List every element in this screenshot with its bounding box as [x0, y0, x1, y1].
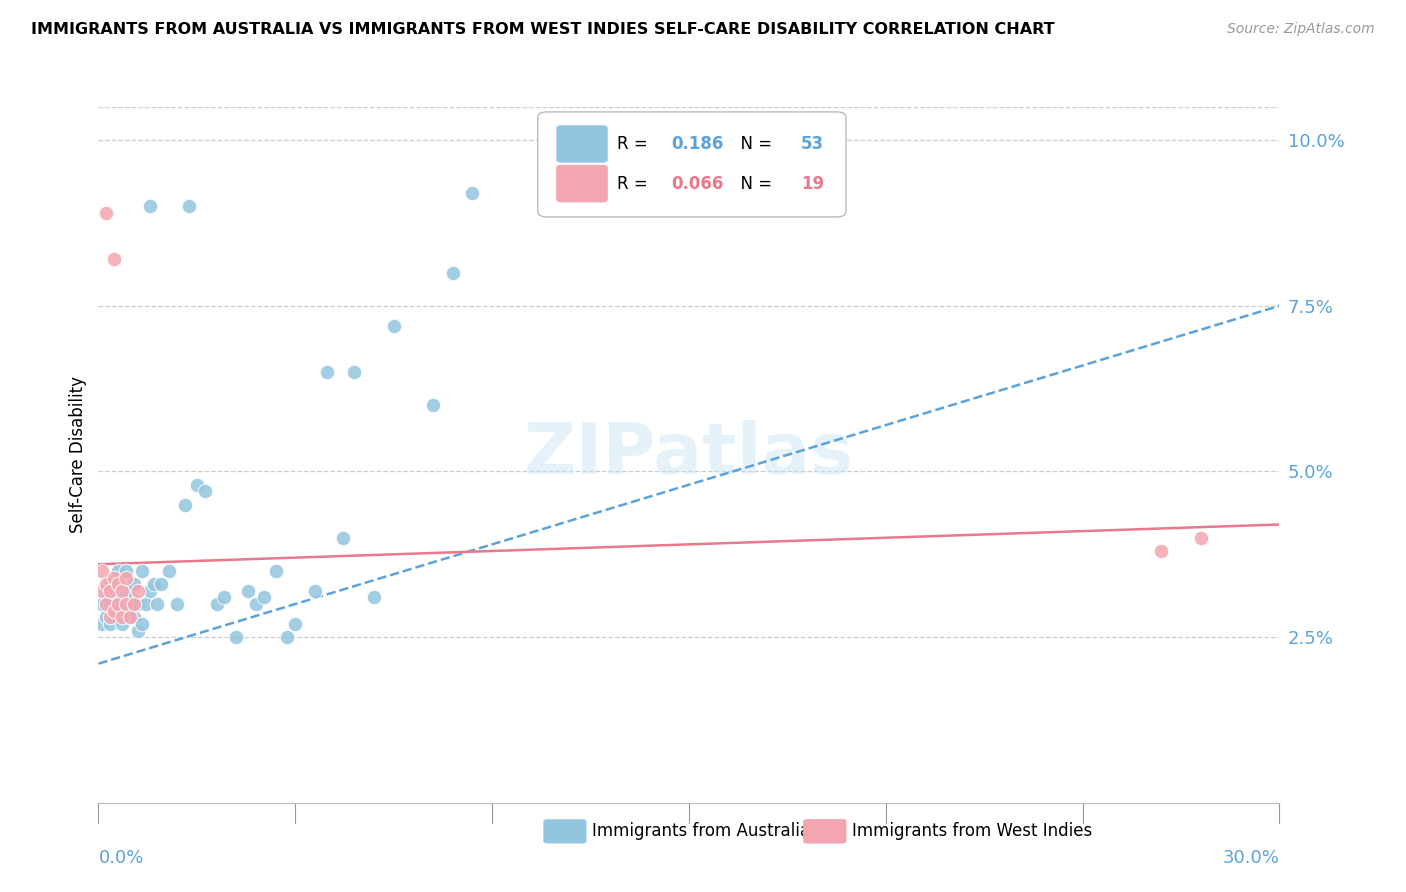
Point: [157, 564, 180, 578]
Point: [111, 610, 134, 624]
Text: 0.186: 0.186: [671, 135, 724, 153]
Text: IMMIGRANTS FROM AUSTRALIA VS IMMIGRANTS FROM WEST INDIES SELF-CARE DISABILITY CO: IMMIGRANTS FROM AUSTRALIA VS IMMIGRANTS …: [31, 22, 1054, 37]
Point: [103, 252, 125, 267]
Point: [363, 591, 385, 605]
Text: R =: R =: [617, 175, 652, 193]
Point: [122, 577, 145, 591]
Y-axis label: Self-Care Disability: Self-Care Disability: [69, 376, 87, 533]
Point: [177, 199, 200, 213]
Point: [131, 564, 153, 578]
Point: [115, 597, 138, 611]
FancyBboxPatch shape: [544, 820, 586, 843]
Point: [107, 564, 129, 578]
Point: [315, 365, 337, 379]
FancyBboxPatch shape: [803, 820, 846, 843]
Point: [107, 591, 129, 605]
Point: [1150, 544, 1173, 558]
Point: [135, 597, 157, 611]
Point: [103, 604, 125, 618]
Point: [96, 610, 118, 624]
Point: [174, 498, 197, 512]
Point: [91, 583, 114, 598]
Point: [186, 477, 208, 491]
FancyBboxPatch shape: [557, 126, 607, 162]
Point: [236, 583, 259, 598]
Point: [107, 597, 129, 611]
Point: [284, 616, 307, 631]
Point: [107, 577, 129, 591]
Point: [115, 604, 138, 618]
Point: [205, 597, 228, 611]
Point: [1189, 531, 1212, 545]
Point: [96, 577, 118, 591]
Point: [127, 583, 149, 598]
Point: [91, 616, 114, 631]
Point: [194, 484, 217, 499]
Point: [343, 365, 366, 379]
Point: [131, 616, 153, 631]
Text: Source: ZipAtlas.com: Source: ZipAtlas.com: [1227, 22, 1375, 37]
Point: [304, 583, 326, 598]
Point: [461, 186, 484, 201]
Point: [127, 624, 149, 638]
Text: 0.066: 0.066: [671, 175, 724, 193]
Point: [111, 597, 134, 611]
Point: [96, 206, 118, 220]
Text: N =: N =: [730, 175, 778, 193]
Point: [332, 531, 354, 545]
Text: Immigrants from West Indies: Immigrants from West Indies: [852, 822, 1092, 840]
Point: [118, 591, 141, 605]
Point: [150, 577, 173, 591]
Point: [382, 318, 405, 333]
Point: [166, 597, 188, 611]
Text: Immigrants from Australia: Immigrants from Australia: [592, 822, 810, 840]
Point: [103, 583, 125, 598]
Point: [96, 597, 118, 611]
Point: [98, 610, 121, 624]
Text: 19: 19: [801, 175, 824, 193]
Text: 30.0%: 30.0%: [1223, 849, 1279, 867]
Point: [146, 597, 169, 611]
Point: [138, 199, 160, 213]
Point: [115, 570, 138, 584]
Point: [138, 583, 160, 598]
Point: [91, 597, 114, 611]
Point: [107, 610, 129, 624]
Text: R =: R =: [617, 135, 652, 153]
Point: [441, 266, 464, 280]
Point: [118, 610, 141, 624]
Text: 53: 53: [801, 135, 824, 153]
Text: 0.0%: 0.0%: [98, 849, 143, 867]
Point: [253, 591, 276, 605]
Point: [127, 597, 149, 611]
FancyBboxPatch shape: [537, 112, 846, 217]
Point: [91, 564, 114, 578]
Point: [225, 630, 247, 644]
Point: [214, 591, 236, 605]
Point: [122, 597, 145, 611]
Point: [103, 604, 125, 618]
Point: [422, 398, 444, 412]
Point: [98, 616, 121, 631]
Point: [245, 597, 267, 611]
Point: [98, 583, 121, 598]
Point: [118, 610, 141, 624]
Text: N =: N =: [730, 135, 778, 153]
Point: [111, 616, 134, 631]
Point: [115, 564, 138, 578]
Text: ZIPatlas: ZIPatlas: [524, 420, 853, 490]
FancyBboxPatch shape: [557, 165, 607, 202]
Point: [115, 583, 138, 598]
Point: [103, 570, 125, 584]
Point: [98, 577, 121, 591]
Point: [122, 610, 145, 624]
Point: [96, 583, 118, 598]
Point: [142, 577, 165, 591]
Point: [276, 630, 298, 644]
Point: [98, 597, 121, 611]
Point: [264, 564, 287, 578]
Point: [111, 583, 134, 598]
